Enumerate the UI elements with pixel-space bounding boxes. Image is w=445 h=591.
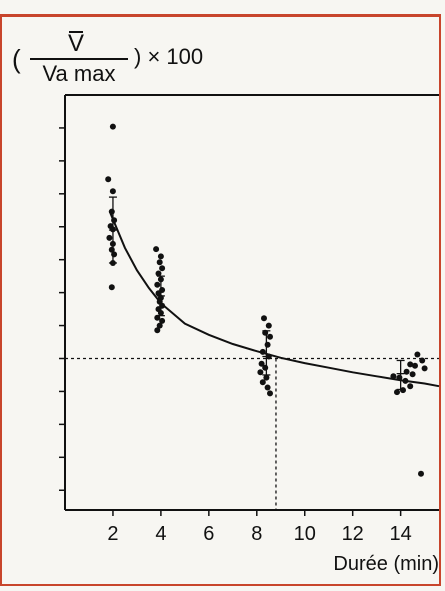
data-point [155, 270, 162, 277]
data-point [265, 353, 272, 360]
y-axis-label: ( V Va max ) × 100 [12, 30, 232, 86]
data-point [109, 226, 116, 233]
data-point [258, 360, 265, 367]
y-label-fraction-line [30, 58, 128, 60]
data-point [403, 368, 410, 375]
data-point [109, 260, 116, 266]
data-point [109, 240, 116, 247]
figure-frame [0, 14, 441, 586]
data-point [257, 369, 264, 376]
data-point [156, 322, 163, 329]
x-axis-title: Durée (min) [333, 553, 439, 575]
data-point [157, 276, 164, 283]
data-point [153, 246, 160, 253]
data-point [409, 371, 416, 378]
y-label-numerator: V [24, 30, 128, 57]
data-point [111, 251, 118, 258]
data-point [390, 373, 397, 380]
y-label-denominator: Va max [42, 61, 116, 86]
data-point [156, 259, 163, 266]
data-point [108, 246, 115, 253]
data-point [159, 317, 166, 324]
data-point [421, 365, 428, 372]
x-tick-label: 10 [294, 523, 316, 545]
x-tick-label: 4 [155, 523, 166, 545]
data-point [400, 387, 406, 394]
data-point [414, 351, 421, 358]
data-point [263, 374, 270, 381]
data-point [108, 208, 115, 215]
x-tick-label: 14 [390, 523, 412, 545]
data-point [262, 364, 269, 371]
data-point [154, 314, 161, 321]
data-point [109, 188, 116, 195]
top-strip [0, 0, 445, 14]
data-point [154, 281, 161, 288]
data-point [264, 341, 271, 348]
data-point [394, 389, 400, 396]
data-point [109, 123, 116, 130]
data-point [155, 290, 162, 297]
data-point [396, 374, 403, 381]
data-point [407, 383, 414, 390]
data-point [157, 310, 164, 316]
x-tick-label: 2 [107, 523, 118, 545]
data-point [262, 329, 269, 336]
data-point [111, 217, 118, 224]
data-point [264, 384, 271, 391]
data-point [105, 176, 112, 183]
data-point [418, 470, 424, 477]
data-point [261, 315, 267, 322]
y-label-fraction: V Va max [24, 30, 128, 86]
data-point [412, 362, 418, 369]
data-point [259, 348, 266, 355]
x-tick-label: 8 [251, 523, 262, 545]
data-point [108, 284, 115, 291]
y-label-open-paren: ( [12, 44, 21, 74]
data-point [157, 253, 164, 260]
data-point [407, 361, 414, 368]
data-point [267, 390, 273, 397]
y-label-numerator-text: V [67, 30, 84, 57]
x-tick-label: 6 [203, 523, 214, 545]
fitted-curve [109, 213, 440, 388]
x-tick-label: 12 [342, 523, 364, 545]
data-point [259, 379, 266, 386]
data-point [106, 234, 113, 241]
data-point [159, 265, 166, 272]
data-point [267, 333, 273, 340]
y-label-suffix: ) × 100 [134, 44, 204, 69]
mean-bar-mark [69, 31, 83, 33]
data-point [265, 322, 272, 329]
data-point [402, 377, 409, 384]
data-point [154, 327, 161, 334]
data-point [419, 357, 426, 364]
